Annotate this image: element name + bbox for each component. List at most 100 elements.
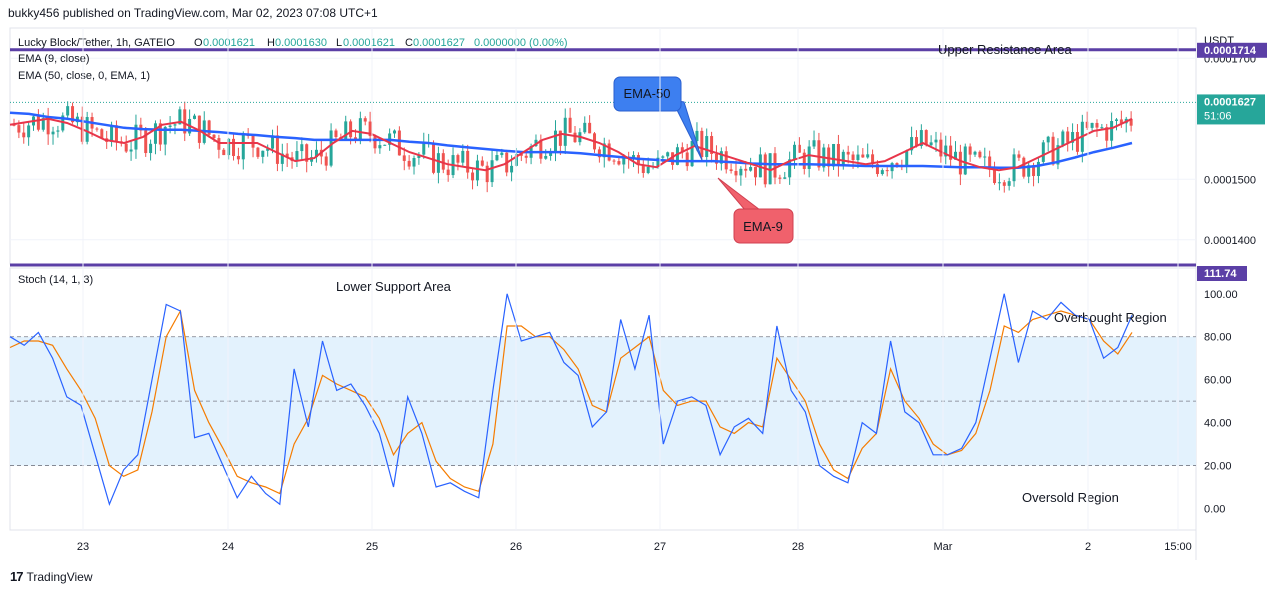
candle-body xyxy=(495,155,499,161)
stoch-d-line xyxy=(9,309,1133,495)
time-tick-label: 2 xyxy=(1085,541,1091,553)
resistance-price-tag: 0.0001714 xyxy=(1197,42,1267,58)
candle-body xyxy=(739,168,743,176)
candle-body xyxy=(485,165,489,183)
stoch-legend: Stoch (14, 1, 3) xyxy=(18,274,93,286)
candle-body xyxy=(734,170,738,176)
stoch-tick-label: 40.00 xyxy=(1204,418,1232,430)
candle-body xyxy=(353,137,357,140)
candle-body xyxy=(17,125,21,133)
candle-body xyxy=(490,160,494,183)
candle-body xyxy=(178,109,182,125)
candle-body xyxy=(958,151,962,175)
candle-body xyxy=(446,169,450,176)
candle-body xyxy=(924,130,928,146)
candle-body xyxy=(46,118,50,135)
ohlc-readout: O 0.0001621 H 0.0001630 L 0.0001621 C 0.… xyxy=(194,37,568,49)
candle-body xyxy=(832,143,836,167)
stoch-tick-label: 0.00 xyxy=(1204,504,1225,516)
candle-body xyxy=(51,131,55,135)
candle-body xyxy=(666,152,670,157)
ohlc-l-label: L xyxy=(336,37,342,49)
candle-body xyxy=(1090,122,1094,128)
candle-body xyxy=(466,150,470,173)
candle-body xyxy=(836,143,840,166)
ema9-legend: EMA (9, close) xyxy=(18,53,90,65)
candle-body xyxy=(553,130,557,152)
candle-body xyxy=(461,150,465,163)
stoch-level-tag: 111.74 xyxy=(1197,266,1247,281)
candle-body xyxy=(500,152,504,156)
candle-body xyxy=(266,148,270,151)
price-grid xyxy=(10,57,1196,241)
candle-body xyxy=(710,136,714,154)
candle-body xyxy=(183,109,187,134)
candle-body xyxy=(778,177,782,179)
candle-body xyxy=(1002,182,1006,186)
candle-body xyxy=(866,154,870,158)
candle-body xyxy=(846,151,850,155)
candle-body xyxy=(793,144,797,160)
candle-body xyxy=(383,144,387,146)
candle-body xyxy=(988,156,992,170)
candle-body xyxy=(768,153,772,185)
stoch-grid xyxy=(10,336,1196,466)
candle-body xyxy=(973,151,977,155)
candle-body xyxy=(1100,127,1104,129)
candle-body xyxy=(41,118,45,130)
publisher-line: bukky456 published on TradingView.com, M… xyxy=(8,6,378,20)
candle-body xyxy=(71,106,75,123)
candle-body xyxy=(373,136,377,149)
candle-body xyxy=(602,143,606,158)
time-tick-label: 28 xyxy=(792,541,804,553)
candle-body xyxy=(919,130,923,146)
candle-body xyxy=(905,150,909,167)
candle-body xyxy=(544,155,548,159)
time-tick-label: 25 xyxy=(366,541,378,553)
candle-body xyxy=(417,154,421,158)
candle-body xyxy=(1075,132,1079,152)
ohlc-close: 0.0001627 xyxy=(413,37,465,49)
candle-body xyxy=(412,157,416,167)
candle-body xyxy=(588,122,592,134)
candle-body xyxy=(66,106,70,116)
symbol-line: Lucky Block/Tether, 1h, GATEIO xyxy=(18,37,175,49)
candle-body xyxy=(227,138,231,156)
candle-body xyxy=(968,146,972,155)
candle-body xyxy=(549,151,553,156)
candle-body xyxy=(802,152,806,169)
candle-body xyxy=(344,121,348,139)
candle-body xyxy=(1061,131,1065,146)
candle-body xyxy=(1036,161,1040,177)
candle-body xyxy=(27,125,31,138)
time-tick-label: 27 xyxy=(654,541,666,553)
candle-body xyxy=(753,167,757,178)
candle-body xyxy=(1129,118,1133,126)
candle-body xyxy=(1027,165,1031,177)
candle-body xyxy=(641,165,645,174)
candle-body xyxy=(685,152,689,167)
candle-body xyxy=(432,142,436,173)
candle-body xyxy=(114,125,118,142)
candle-body xyxy=(744,168,748,171)
ohlc-change: 0.0000000 (0.00%) xyxy=(474,37,568,49)
candle-body xyxy=(788,159,792,178)
candle-body xyxy=(163,126,167,145)
candle-body xyxy=(949,145,953,160)
candle-body xyxy=(510,165,514,173)
ohlc-o-label: O xyxy=(194,37,203,49)
candle-body xyxy=(22,132,26,138)
candle-body xyxy=(280,153,284,164)
candle-body xyxy=(300,144,304,152)
candle-body xyxy=(705,136,709,158)
candle-body xyxy=(632,155,636,159)
time-tick-label: 15:00 xyxy=(1164,541,1192,553)
candle-countdown: 51:06 xyxy=(1204,110,1232,122)
candle-body xyxy=(885,170,889,172)
candle-body xyxy=(671,152,675,165)
candle-body xyxy=(714,153,718,164)
stoch-tick-label: 60.00 xyxy=(1204,375,1232,387)
stoch-tick-label: 100.00 xyxy=(1204,289,1238,301)
time-tick-label: 24 xyxy=(222,541,234,553)
